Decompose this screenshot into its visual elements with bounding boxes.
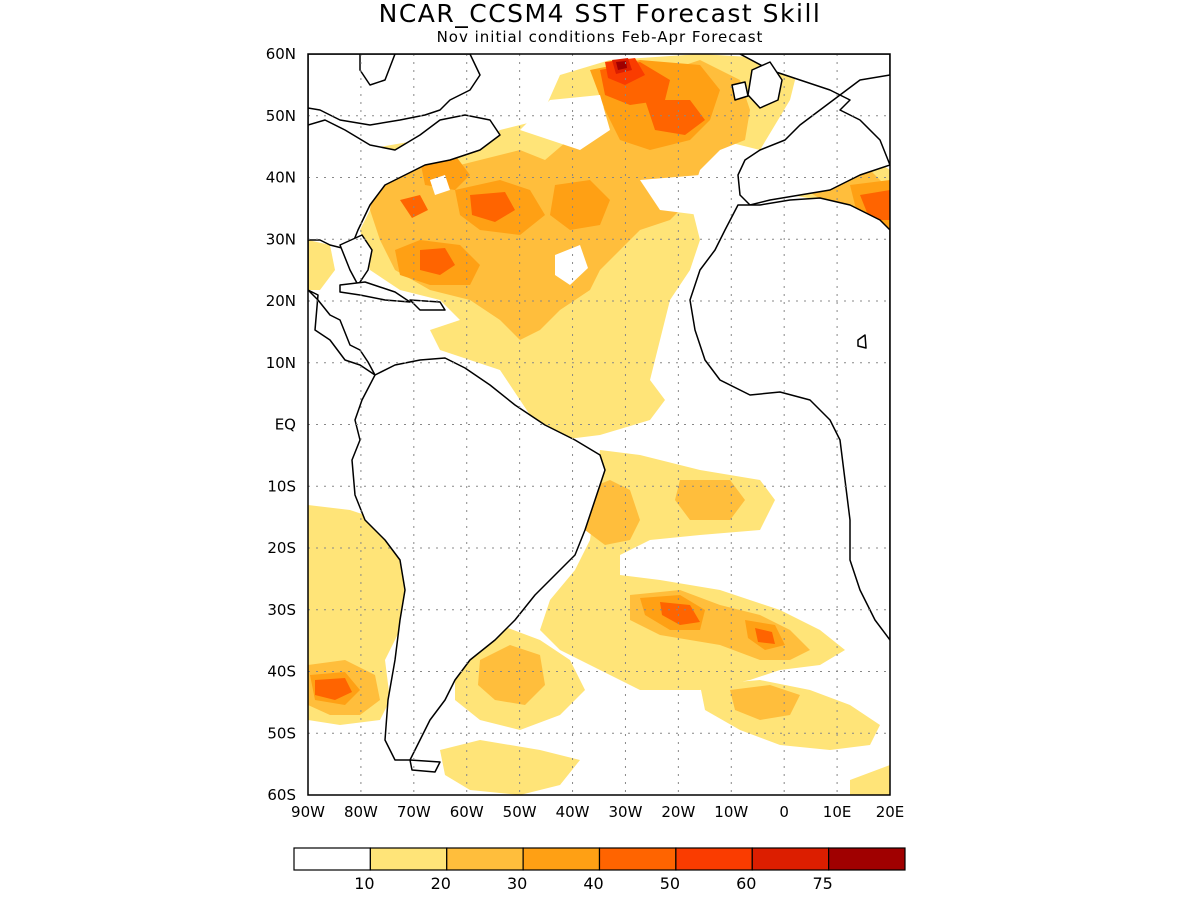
colorbar-swatch (293, 847, 371, 871)
longitude-labels: 90W 80W 70W 60W 50W 40W 30W 20W 10W 0 10E 20E (291, 803, 904, 821)
colorbar-swatch (446, 847, 524, 871)
grid-lines (308, 54, 890, 795)
florida-land (339, 234, 373, 286)
lat-tick-label: 50S (267, 724, 296, 742)
lat-tick-label: 60S (267, 786, 296, 804)
tierra-del-fuego-land (409, 759, 441, 773)
lon-tick-label: 60W (450, 803, 484, 821)
lat-tick-label: 20N (266, 292, 296, 310)
lon-tick-label: 70W (397, 803, 431, 821)
skill-region-north-atlantic-40b (470, 192, 515, 222)
lat-tick-label: 40S (267, 663, 296, 681)
no-skill-hole-2 (640, 175, 720, 215)
map-frame (307, 53, 891, 796)
skill-region-far-southeast-10 (850, 765, 890, 795)
lat-tick-label: 40N (266, 169, 296, 187)
no-skill-hole-1 (520, 95, 610, 150)
skill-region-south-pacific-40 (315, 678, 352, 700)
skill-region-mediterranean-40 (860, 190, 890, 220)
map-subtitle: Nov initial conditions Feb-Apr Forecast (436, 28, 764, 46)
skill-region-south-atlantic-20b (675, 480, 745, 520)
colorbar: 10 20 30 40 50 60 75 (293, 847, 906, 893)
skill-region-south-atlantic-40b (755, 628, 775, 644)
skill-region-drake-10 (440, 740, 580, 795)
hispaniola-land (409, 299, 446, 311)
lon-tick-label: 50W (503, 803, 537, 821)
skill-region-north-atlantic-75 (616, 61, 627, 70)
colorbar-swatch (675, 847, 753, 871)
colorbar-label: 10 (354, 874, 374, 893)
lon-tick-label: 0 (779, 803, 789, 821)
lat-tick-label: 20S (267, 539, 296, 557)
coastlines (308, 54, 890, 773)
colorbar-label: 20 (431, 874, 451, 893)
lat-tick-label: 10S (267, 477, 296, 495)
colorbar-label: 40 (583, 874, 603, 893)
lon-tick-label: 90W (291, 803, 325, 821)
lat-tick-label: 50N (266, 107, 296, 125)
skill-region-south-atlantic-40 (660, 602, 700, 625)
lon-tick-label: 80W (344, 803, 378, 821)
lat-tick-label: EQ (275, 416, 296, 434)
lon-tick-label: 30W (608, 803, 642, 821)
lat-tick-label: 30N (266, 230, 296, 248)
lon-tick-label: 20W (661, 803, 695, 821)
skill-region-south-atlantic-20 (585, 480, 640, 545)
colorbar-label: 50 (660, 874, 680, 893)
colorbar-label: 30 (507, 874, 527, 893)
south-america-land (351, 357, 606, 761)
lat-tick-label: 30S (267, 601, 296, 619)
skill-region-north-atlantic-30c (550, 180, 610, 230)
map-title: NCAR_CCSM4 SST Forecast Skill (378, 0, 822, 28)
europe-land (737, 54, 890, 206)
lat-tick-label: 60N (266, 45, 296, 63)
lon-tick-label: 40W (556, 803, 590, 821)
colorbar-label: 75 (812, 874, 832, 893)
skill-region-gulf-10 (308, 240, 335, 290)
colorbar-swatch (598, 847, 677, 871)
colorbar-swatch (751, 847, 830, 871)
colorbar-swatch (369, 847, 448, 871)
island-cape-verde (857, 334, 867, 349)
skill-region-southern-ocean-east-20 (730, 685, 800, 720)
ireland-land (731, 81, 749, 101)
colorbar-swatch (522, 847, 601, 871)
latitude-labels: 60N 50N 40N 30N 20N 10N EQ 10S 20S 30S 40S 50S 60S (266, 45, 296, 804)
no-skill-hole-3 (555, 245, 588, 285)
lon-tick-label: 10E (823, 803, 852, 821)
lat-tick-label: 10N (266, 354, 296, 372)
skill-region-southern-ocean-20 (478, 645, 545, 705)
colorbar-swatch (828, 847, 906, 871)
lon-tick-label: 10W (714, 803, 748, 821)
skill-region-north-atlantic-40 (420, 248, 455, 275)
no-skill-hole-4 (430, 175, 450, 195)
lon-tick-label: 20E (876, 803, 905, 821)
skill-region-north-atlantic-40d (645, 100, 705, 135)
greenland-land (359, 54, 396, 86)
colorbar-label: 60 (736, 874, 756, 893)
africa-land (689, 197, 890, 641)
